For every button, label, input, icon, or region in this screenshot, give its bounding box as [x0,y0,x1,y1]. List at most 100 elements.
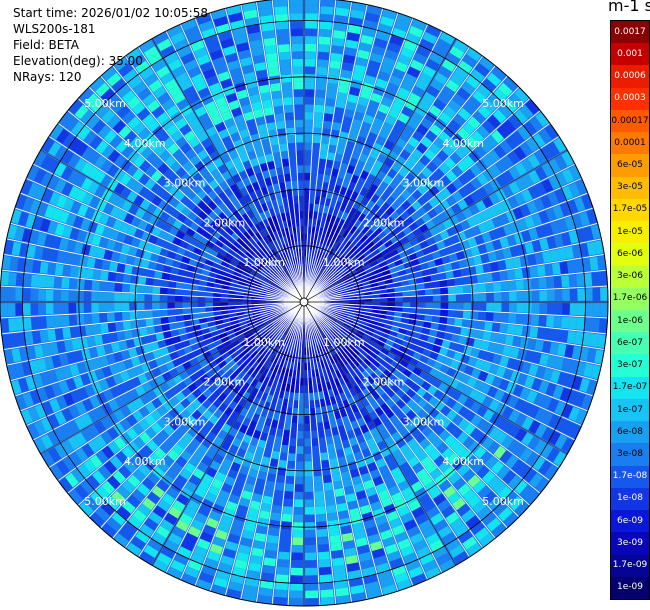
range-bin [390,235,400,244]
range-bin [221,440,231,451]
range-bin [263,557,276,567]
range-bin [138,240,148,250]
range-bin [84,325,94,336]
range-bin [430,78,444,92]
range-bin [559,261,569,274]
range-bin [87,439,101,453]
range-bin [328,279,336,286]
range-bin [181,387,192,398]
range-bin [416,234,426,243]
range-bin [278,44,290,53]
range-bin [243,364,252,373]
range-bin [466,47,482,62]
range-bin [312,273,317,282]
range-bin [219,373,229,383]
range-bin [320,252,326,261]
range-bin [359,324,368,330]
range-bin [275,331,282,339]
range-bin [490,332,499,343]
range-bin [514,398,526,412]
range-bin [163,400,174,412]
range-bin [41,401,54,416]
range-bin [47,220,58,234]
range-bin [204,259,214,267]
range-bin [60,303,69,314]
range-bin [286,127,295,136]
range-bin [289,392,295,401]
range-bin [529,266,539,278]
range-bin [304,355,307,363]
range-bin [523,468,537,483]
range-bin [497,260,507,271]
range-bin [389,179,400,190]
range-bin [473,380,485,391]
range-bin [172,443,184,455]
range-bin [354,451,364,461]
range-bin [216,343,225,351]
range-bin [392,565,407,577]
range-bin [329,458,338,467]
range-bin [598,271,608,286]
range-bin [285,483,294,492]
range-bin [359,257,368,265]
range-bin [534,408,547,422]
range-bin [272,98,283,107]
range-bin [202,350,212,359]
range-bin [369,410,378,421]
range-bin [207,393,218,404]
range-bin [491,460,505,475]
range-bin [561,420,575,436]
range-bin [237,388,246,398]
range-bin [242,434,252,444]
range-bin [545,382,557,397]
range-bin [311,430,318,439]
range-bin [557,343,567,357]
range-bin [345,555,359,565]
range-bin [156,405,168,417]
range-bin [246,318,255,324]
range-bin [320,270,327,278]
range-bin [239,321,248,327]
range-bin [74,484,89,500]
range-bin [483,182,495,195]
range-bin [16,258,27,272]
range-bin [368,493,380,505]
range-bin [346,164,356,175]
range-bin [385,283,394,289]
range-bin [278,459,287,469]
range-bin [387,168,398,179]
range-bin [488,363,499,375]
range-bin [84,314,93,325]
range-bin [486,292,494,302]
range-bin [438,131,451,144]
range-bin [317,59,329,68]
range-bin [458,418,470,431]
range-bin [258,374,266,384]
range-bin [271,346,278,355]
range-bin [352,237,360,246]
range-bin [278,374,284,383]
range-bin [391,101,404,112]
range-bin [255,363,263,372]
range-bin [429,143,441,155]
range-bin [331,371,338,380]
range-bin [422,91,436,104]
range-bin [521,267,531,278]
range-bin [305,544,316,553]
range-bin [190,552,205,565]
range-bin [225,501,238,512]
range-bin [235,298,244,302]
range-bin [187,499,200,512]
range-bin [263,488,274,497]
range-bin [445,511,460,525]
range-bin [252,397,261,406]
range-bin [562,289,570,301]
range-bin [536,265,546,277]
range-bin [392,369,403,379]
range-bin [156,525,170,539]
range-bin [199,426,210,437]
range-bin [506,358,517,370]
range-bin [238,544,251,555]
range-bin [81,413,93,427]
range-bin [419,240,429,249]
